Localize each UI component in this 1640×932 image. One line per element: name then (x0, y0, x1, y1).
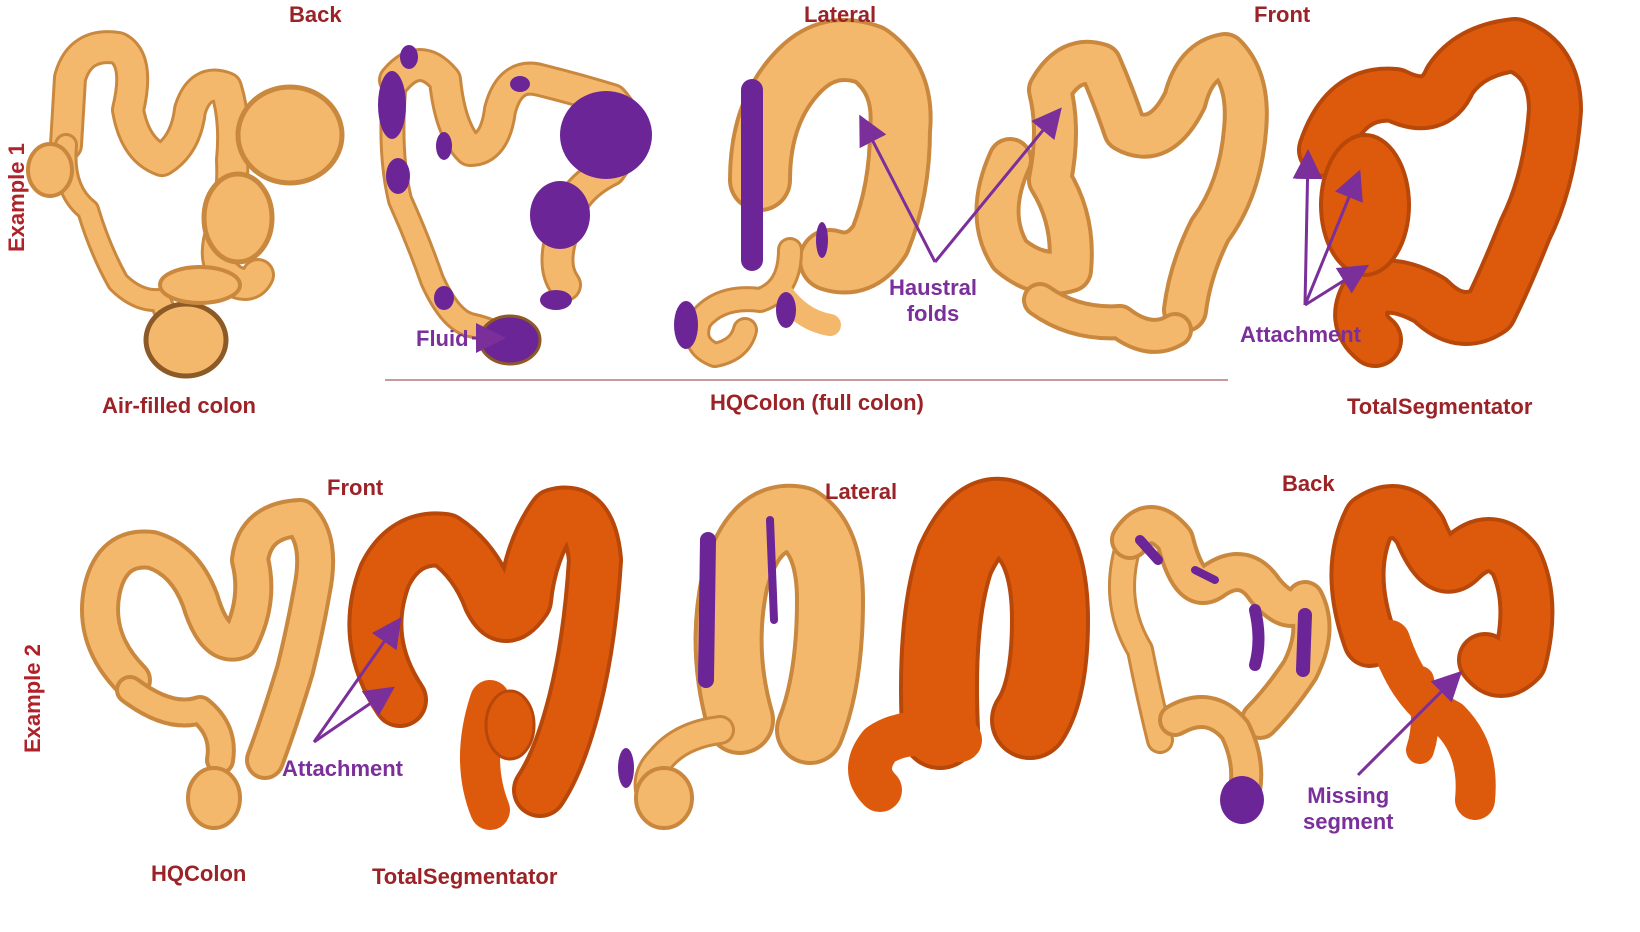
annotation-missing-line2: segment (1303, 809, 1394, 834)
arrow-attachment2-b (313, 686, 395, 744)
air-filled-colon-render (26, 30, 345, 379)
hqcolon-lateral-render (674, 18, 933, 368)
totalsegmentator-render-example1 (1297, 17, 1583, 368)
annotation-arrows (312, 107, 1463, 777)
totalsegmentator-front-render-example2 (347, 485, 623, 830)
caption-totalsegmentator-example1: TotalSegmentator (1347, 394, 1533, 419)
side-label-example2: Example 2 (20, 644, 45, 753)
hqcolon-front-render-example2 (80, 498, 336, 830)
view-label-front-example1: Front (1254, 2, 1311, 27)
view-label-lateral-example1: Lateral (804, 2, 877, 27)
arrow-attachment1-b (1303, 169, 1363, 306)
view-label-back-example2: Back (1282, 471, 1335, 496)
annotation-haustral-line1: Haustral (889, 275, 978, 300)
totalsegmentator-lateral-render-example2 (848, 476, 1090, 812)
caption-air-filled-colon: Air-filled colon (102, 393, 256, 418)
annotation-attachment-example2: Attachment (282, 756, 404, 781)
side-label-example1: Example 1 (4, 143, 29, 252)
annotation-missing-segment: Missing segment (1303, 783, 1393, 835)
view-label-front-example2: Front (327, 475, 384, 500)
caption-hqcolon-example2: HQColon (151, 861, 247, 886)
arrow-haustral-1 (859, 114, 937, 263)
annotation-missing-line1: Missing (1307, 783, 1390, 808)
hqcolon-back-render-example2 (1108, 505, 1332, 824)
arrow-attachment1-c (1304, 264, 1370, 307)
hqcolon-back-render (378, 45, 652, 366)
hqcolon-front-render (974, 32, 1269, 354)
arrow-attachment2-a (312, 617, 402, 743)
view-label-back-example1: Back (289, 2, 342, 27)
totalsegmentator-back-render-example2 (1329, 484, 1555, 820)
annotation-haustral-folds: Haustral folds (889, 275, 977, 327)
arrow-missing-segment (1356, 670, 1463, 777)
annotation-fluid: Fluid (416, 326, 469, 351)
annotation-attachment-example1: Attachment (1240, 322, 1362, 347)
caption-totalsegmentator-example2: TotalSegmentator (372, 864, 558, 889)
hqcolon-lateral-render-example2 (618, 483, 865, 830)
caption-hqcolon-full: HQColon (full colon) (710, 390, 924, 415)
annotation-haustral-line2: folds (906, 301, 960, 326)
arrow-attachment1-a (1292, 149, 1323, 306)
arrow-haustral-2 (933, 107, 1062, 263)
view-label-lateral-example2: Lateral (825, 479, 898, 504)
